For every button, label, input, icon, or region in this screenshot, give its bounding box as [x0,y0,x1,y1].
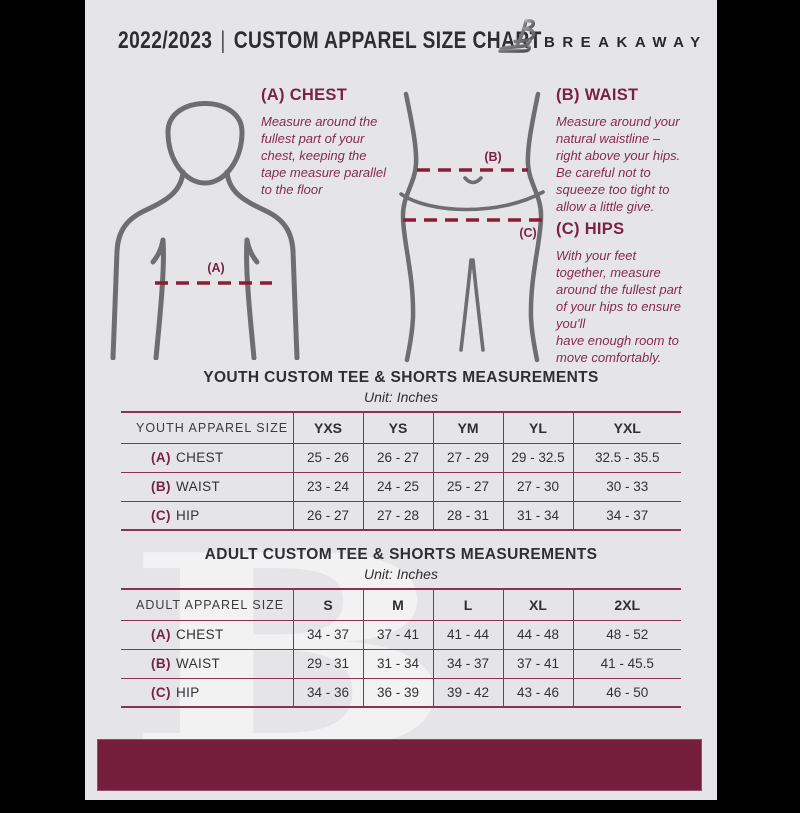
cell-value: 37 - 41 [502,649,573,678]
waist-guide-heading: (B) WAIST [556,86,639,104]
waist-hips-figure [399,91,545,363]
cell-value: 44 - 48 [502,620,573,649]
waist-marker-label: (B) [484,150,502,164]
youth-size-table: YOUTH APPAREL SIZE YXS YS YM YL YXL (A) C… [121,411,681,531]
page-title: 2022/2023 | CUSTOM APPAREL SIZE CHART [118,27,542,55]
cell-value: 30 - 33 [572,472,681,501]
row-label-text: CHEST [175,627,224,642]
youth-col-yl: YL [502,412,573,443]
youth-table-title: YOUTH CUSTOM TEE & SHORTS MEASUREMENTS [203,369,599,386]
cell-value: 46 - 50 [572,678,681,707]
youth-measurements-section: YOUTH CUSTOM TEE & SHORTS MEASUREMENTS U… [85,369,717,531]
row-key: (A) [151,450,171,465]
chart-page: 2022/2023 | CUSTOM APPAREL SIZE CHART BREA… [85,0,717,800]
cell-value: 48 - 52 [572,620,681,649]
row-key: (B) [151,479,171,494]
cell-value: 28 - 31 [432,501,503,530]
adult-size-column-header: ADULT APPAREL SIZE [136,597,285,612]
season-label: 2022/2023 [118,27,213,54]
row-label-text: WAIST [175,479,221,494]
row-key: (B) [151,656,171,671]
breakaway-b-logo-icon [498,18,536,53]
adult-measurements-section: ADULT CUSTOM TEE & SHORTS MEASUREMENTS U… [85,546,717,708]
adult-col-2xl: 2XL [572,589,681,620]
cell-value: 27 - 28 [362,501,433,530]
document-title: CUSTOM APPAREL SIZE CHART [233,27,542,54]
cell-value: 26 - 27 [362,443,433,472]
row-key: (A) [151,627,171,642]
youth-col-ys: YS [362,412,433,443]
table-row: (B) WAIST 29 - 31 31 - 34 34 - 37 37 - 41… [121,649,681,678]
chest-marker-label: (A) [207,261,225,275]
adult-header-row: ADULT APPAREL SIZE S M L XL 2XL [121,589,681,620]
youth-header-row: YOUTH APPAREL SIZE YXS YS YM YL YXL [121,412,681,443]
cell-value: 34 - 36 [292,678,363,707]
waist-guide: (B) WAIST Measure around your natural wa… [556,86,706,215]
adult-size-table: ADULT APPAREL SIZE S M L XL 2XL (A) CHEST… [121,588,681,708]
youth-col-yxl: YXL [572,412,681,443]
cell-value: 34 - 37 [572,501,681,530]
hips-marker-label: (C) [519,226,537,240]
cell-value: 23 - 24 [292,472,363,501]
table-row: (A) CHEST 34 - 37 37 - 41 41 - 44 44 - 48… [121,620,681,649]
row-key: (C) [151,684,171,700]
title-divider: | [220,27,226,54]
row-label-text: HIP [175,507,200,523]
cell-value: 27 - 29 [432,443,503,472]
cell-value: 41 - 45.5 [572,649,681,678]
cell-value: 34 - 37 [432,649,503,678]
chest-guide: (A) CHEST Measure around the fullest par… [261,86,429,198]
brand-wordmark: BREAKAWAY [544,34,708,51]
hips-guide: (C) HIPS With your feet together, measur… [556,220,711,366]
cell-value: 24 - 25 [362,472,433,501]
cell-value: 41 - 44 [432,620,503,649]
youth-table-unit: Unit: Inches [364,389,438,405]
cell-value: 37 - 41 [362,620,433,649]
row-label-text: WAIST [175,656,221,671]
cell-value: 43 - 46 [502,678,573,707]
footer-accent-bar [97,739,702,791]
cell-value: 25 - 26 [292,443,363,472]
adult-col-m: M [362,589,433,620]
table-row: (C) HIP 34 - 36 36 - 39 39 - 42 43 - 46 4… [121,678,681,707]
adult-table-title: ADULT CUSTOM TEE & SHORTS MEASUREMENTS [204,546,598,563]
chest-guide-heading: (A) CHEST [261,86,348,104]
table-row: (A) CHEST 25 - 26 26 - 27 27 - 29 29 - 32… [121,443,681,472]
adult-col-xl: XL [502,589,573,620]
youth-size-column-header: YOUTH APPAREL SIZE [136,420,289,435]
table-row: (B) WAIST 23 - 24 24 - 25 25 - 27 27 - 30… [121,472,681,501]
hips-guide-heading: (C) HIPS [556,220,625,238]
adult-col-l: L [432,589,503,620]
cell-value: 31 - 34 [362,649,433,678]
youth-col-yxs: YXS [292,412,363,443]
adult-col-s: S [292,589,363,620]
cell-value: 36 - 39 [362,678,433,707]
cell-value: 39 - 42 [432,678,503,707]
cell-value: 34 - 37 [292,620,363,649]
row-key: (C) [151,507,171,523]
cell-value: 29 - 31 [292,649,363,678]
cell-value: 32.5 - 35.5 [572,443,681,472]
cell-value: 29 - 32.5 [502,443,573,472]
navel-mark [463,176,483,185]
torso-chest-figure [110,101,300,360]
cell-value: 31 - 34 [502,501,573,530]
adult-table-unit: Unit: Inches [364,566,438,582]
waist-guide-text: Measure around your natural waistline – … [556,114,681,214]
cell-value: 27 - 30 [502,472,573,501]
row-label-text: HIP [175,684,200,700]
cell-value: 25 - 27 [432,472,503,501]
hips-guide-text: With your feet together, measure around … [556,248,682,365]
row-label-text: CHEST [175,450,224,465]
cell-value: 26 - 27 [292,501,363,530]
table-row: (C) HIP 26 - 27 27 - 28 28 - 31 31 - 34 3… [121,501,681,530]
chest-guide-text: Measure around the fullest part of your … [261,114,387,197]
youth-col-ym: YM [432,412,503,443]
